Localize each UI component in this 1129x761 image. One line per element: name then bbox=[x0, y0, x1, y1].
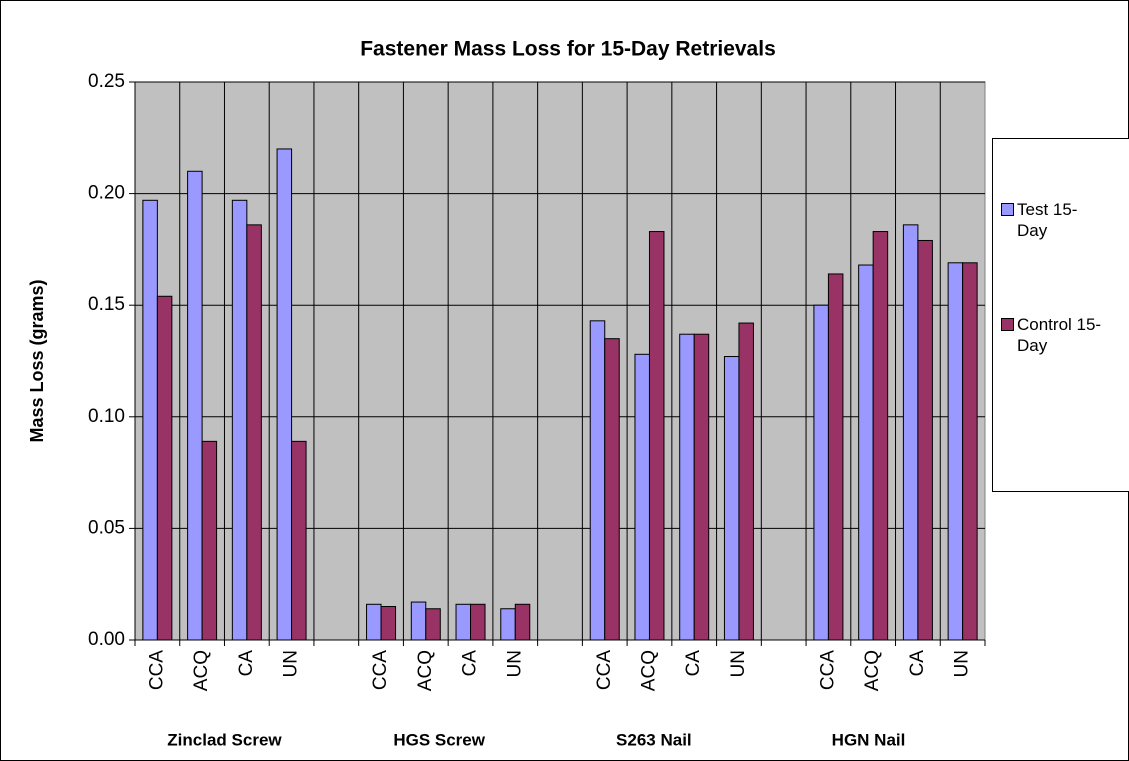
x-tick-label: ACQ bbox=[415, 650, 436, 691]
x-tick-label: CCA bbox=[817, 650, 838, 690]
x-tick-label: ACQ bbox=[862, 650, 883, 691]
legend-entry: Test 15-Day bbox=[1001, 199, 1126, 241]
bar bbox=[410, 601, 427, 641]
bar bbox=[827, 273, 844, 641]
x-tick-label: CA bbox=[236, 650, 257, 677]
legend-label: Control 15-Day bbox=[1017, 315, 1102, 355]
x-tick-label: UN bbox=[504, 650, 525, 677]
x-tick-label: CCA bbox=[370, 650, 391, 690]
bar bbox=[142, 199, 158, 641]
legend-entry: Control 15-Day bbox=[1001, 314, 1126, 356]
bar bbox=[723, 356, 740, 641]
bar bbox=[679, 333, 695, 641]
x-tick-label: CA bbox=[683, 650, 704, 677]
x-tick-label: CCA bbox=[594, 650, 615, 690]
bar bbox=[589, 320, 606, 641]
bar bbox=[380, 606, 397, 641]
x-tick-label: UN bbox=[952, 650, 973, 677]
bar bbox=[962, 262, 978, 641]
bar bbox=[514, 603, 531, 641]
bar bbox=[201, 440, 218, 641]
bar bbox=[813, 304, 829, 641]
legend-swatch bbox=[1001, 203, 1014, 216]
bar bbox=[156, 295, 173, 641]
legend-label: Test 15-Day bbox=[1017, 200, 1078, 240]
plot-area bbox=[134, 81, 986, 641]
bar bbox=[276, 148, 293, 641]
bar bbox=[693, 333, 710, 641]
bar bbox=[291, 440, 307, 641]
legend-swatch bbox=[1001, 318, 1014, 331]
x-tick-label: ACQ bbox=[191, 650, 212, 691]
x-tick-label: UN bbox=[281, 650, 302, 677]
x-tick-label: UN bbox=[728, 650, 749, 677]
group-label: HGN Nail bbox=[832, 730, 906, 749]
y-tick-label: 0.25 bbox=[88, 71, 125, 92]
bar bbox=[738, 322, 754, 641]
bar bbox=[246, 224, 262, 641]
y-tick-label: 0.10 bbox=[88, 406, 125, 427]
bar bbox=[231, 199, 248, 641]
bar bbox=[500, 608, 516, 641]
y-tick-label: 0.20 bbox=[88, 183, 125, 204]
bar bbox=[947, 262, 964, 641]
y-tick-label: 0.15 bbox=[88, 294, 125, 315]
y-axis-label: Mass Loss (grams) bbox=[27, 279, 47, 442]
x-tick-label: CA bbox=[907, 650, 928, 677]
y-tick-label: 0.05 bbox=[88, 517, 125, 538]
chart-title: Fastener Mass Loss for 15-Day Retrievals bbox=[360, 38, 776, 61]
bar bbox=[187, 170, 203, 641]
bar bbox=[425, 608, 441, 641]
bar bbox=[648, 231, 665, 641]
bar bbox=[634, 353, 650, 641]
group-label: Zinclad Screw bbox=[167, 730, 282, 749]
bar bbox=[917, 239, 933, 641]
bar bbox=[366, 603, 382, 641]
legend: Test 15-Day Control 15-Day bbox=[992, 138, 1129, 492]
x-tick-label: CCA bbox=[146, 650, 167, 690]
group-label: HGS Screw bbox=[393, 730, 485, 749]
x-tick-label: CA bbox=[460, 650, 481, 677]
group-label: S263 Nail bbox=[616, 730, 692, 749]
bar bbox=[902, 224, 919, 641]
y-tick-label: 0.00 bbox=[88, 629, 125, 650]
bar bbox=[858, 264, 874, 641]
bar bbox=[455, 603, 472, 641]
bar bbox=[872, 231, 889, 641]
x-tick-label: ACQ bbox=[638, 650, 659, 691]
bar bbox=[604, 338, 620, 641]
bar bbox=[470, 603, 486, 641]
